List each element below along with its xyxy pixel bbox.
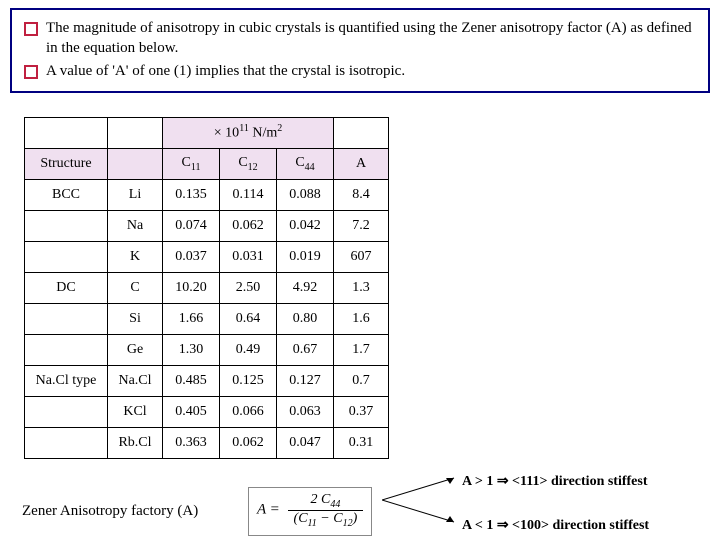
cell-c11: 0.037 xyxy=(163,241,220,272)
table-row: Na0.0740.0620.0427.2 xyxy=(25,210,389,241)
square-bullet-icon xyxy=(24,65,38,79)
cell-elem: Li xyxy=(108,179,163,210)
cell-elem: Na.Cl xyxy=(108,365,163,396)
cell-elem: Ge xyxy=(108,334,163,365)
units-row: × 1011 N/m2 xyxy=(25,117,389,148)
bullet-item-2: A value of 'A' of one (1) implies that t… xyxy=(22,61,698,81)
cell-structure: BCC xyxy=(25,179,108,210)
cell-a: 0.7 xyxy=(334,365,389,396)
cell-a: 607 xyxy=(334,241,389,272)
cell-structure xyxy=(25,241,108,272)
bullet-text-1: The magnitude of anisotropy in cubic cry… xyxy=(46,18,698,59)
col-header-c12: C12 xyxy=(220,148,277,179)
cell-c44: 0.019 xyxy=(277,241,334,272)
table-row: Si1.660.640.801.6 xyxy=(25,303,389,334)
cell-c12: 0.49 xyxy=(220,334,277,365)
formula-numerator: 2 C44 xyxy=(288,492,364,511)
cell-c44: 0.67 xyxy=(277,334,334,365)
col-header-c44: C44 xyxy=(277,148,334,179)
elastic-constants-table: × 1011 N/m2 Structure C11 C12 C44 A BCCL… xyxy=(24,117,389,459)
cell-c44: 0.063 xyxy=(277,396,334,427)
units-label: × 1011 N/m2 xyxy=(163,117,334,148)
cell-c12: 0.066 xyxy=(220,396,277,427)
cell-c44: 0.088 xyxy=(277,179,334,210)
cell-structure xyxy=(25,210,108,241)
cell-c11: 0.485 xyxy=(163,365,220,396)
cell-elem: C xyxy=(108,272,163,303)
cell-a: 1.7 xyxy=(334,334,389,365)
cell-c11: 10.20 xyxy=(163,272,220,303)
cell-c11: 1.66 xyxy=(163,303,220,334)
cell-structure xyxy=(25,427,108,458)
cell-elem: KCl xyxy=(108,396,163,427)
col-header-structure: Structure xyxy=(25,148,108,179)
zener-formula: A = 2 C44 (C11 − C12) xyxy=(248,487,372,536)
definition-box: The magnitude of anisotropy in cubic cry… xyxy=(10,8,710,93)
cell-c12: 0.125 xyxy=(220,365,277,396)
col-header-a: A xyxy=(334,148,389,179)
formula-denominator: (C11 − C12) xyxy=(288,511,364,529)
table-row: Rb.Cl0.3630.0620.0470.31 xyxy=(25,427,389,458)
cell-elem: K xyxy=(108,241,163,272)
table-row: Ge1.300.490.671.7 xyxy=(25,334,389,365)
condition-2: A < 1 ⇒ <100> direction stiffest xyxy=(462,517,649,534)
table-row: DCC10.202.504.921.3 xyxy=(25,272,389,303)
table-row: KCl0.4050.0660.0630.37 xyxy=(25,396,389,427)
cell-elem: Rb.Cl xyxy=(108,427,163,458)
cell-a: 1.6 xyxy=(334,303,389,334)
cell-c44: 0.127 xyxy=(277,365,334,396)
cell-c12: 0.031 xyxy=(220,241,277,272)
cell-a: 7.2 xyxy=(334,210,389,241)
cell-elem: Si xyxy=(108,303,163,334)
cell-a: 8.4 xyxy=(334,179,389,210)
col-header-c11: C11 xyxy=(163,148,220,179)
cell-structure: DC xyxy=(25,272,108,303)
cell-c11: 0.363 xyxy=(163,427,220,458)
cell-c44: 0.047 xyxy=(277,427,334,458)
header-row: Structure C11 C12 C44 A xyxy=(25,148,389,179)
cell-c44: 0.042 xyxy=(277,210,334,241)
table-row: BCCLi0.1350.1140.0888.4 xyxy=(25,179,389,210)
cell-c12: 0.062 xyxy=(220,210,277,241)
bullet-item-1: The magnitude of anisotropy in cubic cry… xyxy=(22,18,698,59)
cell-c12: 2.50 xyxy=(220,272,277,303)
condition-1: A > 1 ⇒ <111> direction stiffest xyxy=(462,473,648,490)
cell-c11: 0.135 xyxy=(163,179,220,210)
zener-label: Zener Anisotropy factory (A) xyxy=(22,503,198,520)
formula-fraction: 2 C44 (C11 − C12) xyxy=(288,492,364,529)
cell-c11: 1.30 xyxy=(163,334,220,365)
cell-structure xyxy=(25,303,108,334)
cell-c12: 0.64 xyxy=(220,303,277,334)
elastic-constants-table-wrap: × 1011 N/m2 Structure C11 C12 C44 A BCCL… xyxy=(24,117,720,459)
cell-structure xyxy=(25,334,108,365)
cell-c44: 0.80 xyxy=(277,303,334,334)
bullet-text-2: A value of 'A' of one (1) implies that t… xyxy=(46,61,405,81)
cell-c11: 0.074 xyxy=(163,210,220,241)
cell-elem: Na xyxy=(108,210,163,241)
table-body: BCCLi0.1350.1140.0888.4Na0.0740.0620.042… xyxy=(25,179,389,458)
square-bullet-icon xyxy=(24,22,38,36)
cell-c12: 0.114 xyxy=(220,179,277,210)
formula-lhs: A = xyxy=(257,502,280,518)
cell-c12: 0.062 xyxy=(220,427,277,458)
cell-a: 0.37 xyxy=(334,396,389,427)
cell-structure xyxy=(25,396,108,427)
cell-c11: 0.405 xyxy=(163,396,220,427)
cell-a: 0.31 xyxy=(334,427,389,458)
cell-c44: 4.92 xyxy=(277,272,334,303)
table-row: K0.0370.0310.019607 xyxy=(25,241,389,272)
table-row: Na.Cl typeNa.Cl0.4850.1250.1270.7 xyxy=(25,365,389,396)
cell-a: 1.3 xyxy=(334,272,389,303)
cell-structure: Na.Cl type xyxy=(25,365,108,396)
